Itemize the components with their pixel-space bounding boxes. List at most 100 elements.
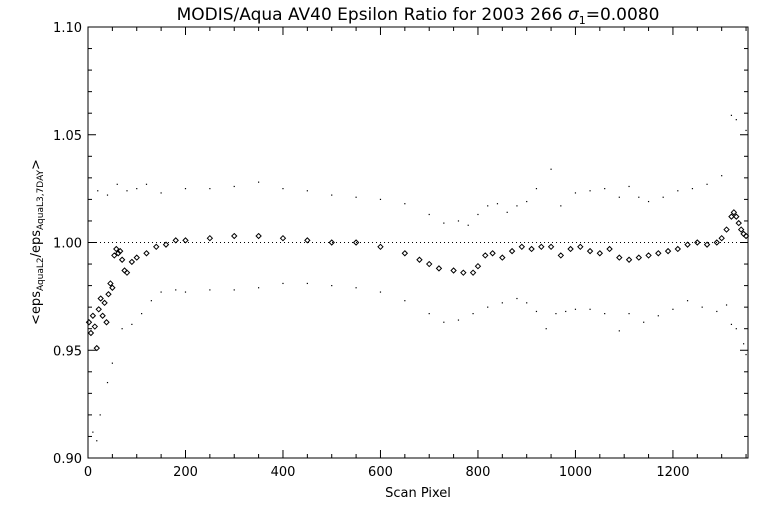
mean-point [730,209,738,216]
mean-point [625,256,633,263]
mean-point [162,241,170,248]
lower-point [501,302,503,304]
mean-point [97,295,104,302]
lower-point [160,291,162,293]
upper-point [516,205,518,207]
mean-point [450,267,457,274]
upper-point [506,211,508,213]
x-tick-label: 1000 [559,465,592,480]
upper-point [647,200,650,203]
upper-point [735,119,737,121]
mean-point [206,234,214,242]
mean-point [89,312,97,319]
mean-point [635,254,643,261]
upper-point [638,196,640,198]
lower-point [111,362,113,364]
mean-point [426,260,433,268]
mean-point [596,250,604,257]
mean-point [557,252,565,259]
lower-point [150,300,152,302]
upper-point [496,203,499,205]
mean-point [153,243,160,251]
upper-point [136,188,138,190]
upper-point [116,183,118,185]
y-tick-label: 1.00 [53,237,82,252]
mean-point [231,232,238,240]
mean-point [528,245,535,253]
upper-point [677,190,679,192]
mean-point [733,213,740,220]
mean-point [508,247,516,255]
mean-point [255,232,262,240]
lower-point [131,323,133,325]
lower-series-layer [92,282,747,442]
upper-point [560,205,562,207]
y-axis-ticks: 0.90 0.95 1.00 1.05 1.10 [53,21,748,467]
upper-point [618,196,620,198]
lower-point [701,306,703,308]
mean-point [694,239,701,246]
lower-point [730,323,733,325]
upper-point [487,205,489,207]
upper-point [126,190,128,192]
mean-point [684,241,691,248]
mean-point [469,269,477,276]
mean-point [105,291,112,298]
mean-point [91,323,99,330]
mean-point [118,256,126,263]
lower-point [672,308,674,310]
lower-point [743,343,745,345]
mean-point [674,245,682,253]
lower-point [735,328,737,330]
upper-point [535,188,538,190]
lower-point [175,289,177,291]
upper-point [467,224,469,226]
x-tick-label: 200 [173,465,198,480]
lower-point [404,300,406,302]
lower-point [589,308,591,310]
upper-point [662,196,664,198]
mean-point [567,245,574,253]
mean-point [518,243,526,251]
mean-point [742,232,750,240]
lower-point [628,313,630,315]
lower-point [472,313,474,315]
upper-point [282,188,284,190]
mean-point [279,234,287,242]
upper-point [706,183,708,185]
upper-point [526,200,528,203]
mean-point [616,254,623,261]
lower-point [535,310,538,313]
upper-point [160,192,162,194]
upper-point [589,190,591,192]
x-axis-ticks: 0 200 400 600 800 1000 1200 [84,27,747,480]
mean-point [489,250,496,257]
lower-point [92,431,94,433]
mean-point [735,219,742,227]
mean-point [728,213,735,220]
mean-point [713,239,721,246]
mean-point [645,252,652,259]
lower-point [282,282,284,285]
upper-point [428,213,430,216]
lower-point [233,289,235,291]
mean-point [111,252,118,259]
mean-point [128,258,136,266]
mean-point [460,269,467,276]
upper-point [745,129,747,132]
x-tick-label: 400 [271,465,296,480]
upper-point [404,203,406,205]
upper-point [574,192,577,194]
mean-point [328,239,335,246]
upper-point [331,194,333,196]
mean-point [103,319,110,326]
y-tick-label: 0.95 [53,344,82,359]
lower-point [526,302,528,304]
upper-point [106,194,109,196]
mean-point [416,256,423,263]
mean-point [377,243,384,251]
x-tick-label: 0 [84,465,92,480]
y-tick-label: 1.05 [53,129,82,144]
upper-point [443,222,445,224]
mean-point [538,243,545,251]
